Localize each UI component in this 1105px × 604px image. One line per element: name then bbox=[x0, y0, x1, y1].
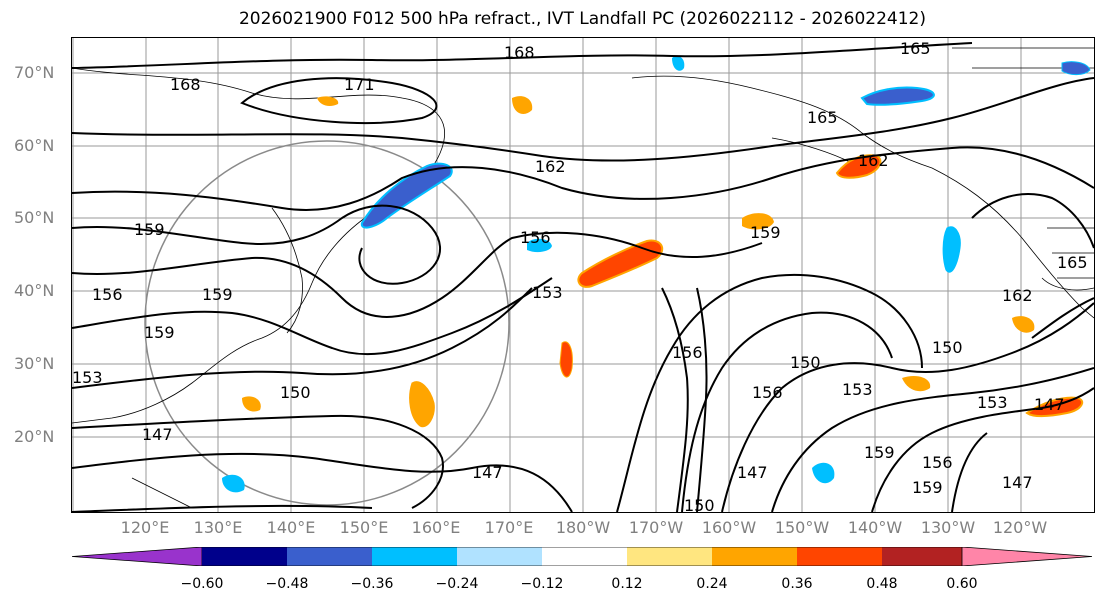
lon-label: 150°E bbox=[339, 518, 389, 537]
contour-label: 153 bbox=[977, 393, 1008, 412]
contour-label: 153 bbox=[842, 380, 873, 399]
colorbar-tick-label: 0.24 bbox=[696, 576, 728, 592]
contour-label: 156 bbox=[672, 343, 703, 362]
lon-label: 130°W bbox=[920, 518, 976, 537]
contour-label: 150 bbox=[790, 353, 821, 372]
contour-label: 159 bbox=[864, 443, 895, 462]
map-canvas: 168 165 171 168 165 162 162 159 156 159 … bbox=[72, 38, 1094, 512]
contour-label: 165 bbox=[807, 108, 838, 127]
contour-label: 153 bbox=[72, 368, 103, 387]
contour-label: 147 bbox=[1034, 395, 1065, 414]
lon-label: 120°E bbox=[120, 518, 170, 537]
contour-label: 171 bbox=[344, 75, 375, 94]
contour-label: 147 bbox=[1002, 473, 1033, 492]
lon-label: 130°E bbox=[193, 518, 243, 537]
lon-label: 160°E bbox=[411, 518, 461, 537]
colorbar-tick-label: 0.36 bbox=[781, 576, 813, 592]
contour-labels: 168 165 171 168 165 162 162 159 156 159 … bbox=[72, 39, 1088, 512]
lat-label: 20°N bbox=[14, 427, 55, 446]
lat-label: 40°N bbox=[14, 281, 55, 300]
colorbar-segment bbox=[287, 547, 372, 566]
colorbar-tick-label: −0.60 bbox=[180, 576, 224, 592]
colorbar-segment bbox=[202, 547, 287, 566]
colorbar-segment bbox=[961, 547, 1092, 566]
colorbar-tick-label: −0.24 bbox=[435, 576, 479, 592]
lat-label: 50°N bbox=[14, 208, 55, 227]
contour-label: 159 bbox=[202, 285, 233, 304]
map-title: 2026021900 F012 500 hPa refract., IVT La… bbox=[238, 9, 926, 29]
colorbar-segment bbox=[627, 547, 712, 566]
height-contours bbox=[72, 42, 1094, 512]
colorbar bbox=[72, 547, 1092, 566]
colorbar-segment bbox=[72, 547, 203, 566]
contour-label: 165 bbox=[1057, 253, 1088, 272]
contour-label: 150 bbox=[932, 338, 963, 357]
coastlines bbox=[72, 47, 1094, 509]
contour-label: 159 bbox=[134, 220, 165, 239]
lat-label: 30°N bbox=[14, 354, 55, 373]
contour-label: 162 bbox=[858, 151, 889, 170]
contour-label: 159 bbox=[750, 223, 781, 242]
colorbar-segment bbox=[457, 547, 542, 566]
colorbar-tick-label: −0.36 bbox=[350, 576, 394, 592]
contour-label: 153 bbox=[532, 283, 563, 302]
contour-label: 162 bbox=[535, 157, 566, 176]
map-panel: 168 165 171 168 165 162 162 159 156 159 … bbox=[71, 37, 1095, 513]
lon-label: 170°E bbox=[484, 518, 534, 537]
colorbar-segment bbox=[712, 547, 797, 566]
lon-label: 180°W bbox=[555, 518, 611, 537]
lon-label: 170°W bbox=[628, 518, 684, 537]
contour-label: 168 bbox=[170, 75, 201, 94]
contour-label: 162 bbox=[1002, 286, 1033, 305]
contour-label: 150 bbox=[280, 383, 311, 402]
colorbar-tick-label: 0.12 bbox=[611, 576, 643, 592]
lon-label: 140°E bbox=[266, 518, 316, 537]
colorbar-segment bbox=[372, 547, 457, 566]
colorbar-tick-label: −0.48 bbox=[265, 576, 309, 592]
lon-label: 120°W bbox=[992, 518, 1048, 537]
contour-label: 159 bbox=[912, 478, 943, 497]
contour-label: 168 bbox=[504, 43, 535, 62]
colorbar-segment bbox=[882, 547, 962, 566]
lat-label: 70°N bbox=[14, 63, 55, 82]
landfall-circle bbox=[144, 140, 510, 506]
contour-label: 150 bbox=[684, 496, 715, 512]
contour-label: 147 bbox=[472, 463, 503, 482]
contour-label: 156 bbox=[752, 383, 783, 402]
contour-label: 147 bbox=[737, 463, 768, 482]
lon-label: 160°W bbox=[701, 518, 757, 537]
contour-label: 156 bbox=[92, 285, 123, 304]
contour-label: 156 bbox=[520, 228, 551, 247]
colorbar-segment bbox=[542, 547, 627, 566]
contour-label: 147 bbox=[142, 425, 173, 444]
colorbar-tick-label: 0.48 bbox=[866, 576, 898, 592]
contour-label: 165 bbox=[900, 39, 931, 58]
colorbar-segment bbox=[797, 547, 882, 566]
lat-label: 60°N bbox=[14, 136, 55, 155]
colorbar-tick-label: 0.60 bbox=[946, 576, 978, 592]
lon-label: 140°W bbox=[847, 518, 903, 537]
colorbar-tick-label: −0.12 bbox=[520, 576, 564, 592]
contour-label: 159 bbox=[144, 323, 175, 342]
contour-label: 156 bbox=[922, 453, 953, 472]
lon-label: 150°W bbox=[774, 518, 830, 537]
